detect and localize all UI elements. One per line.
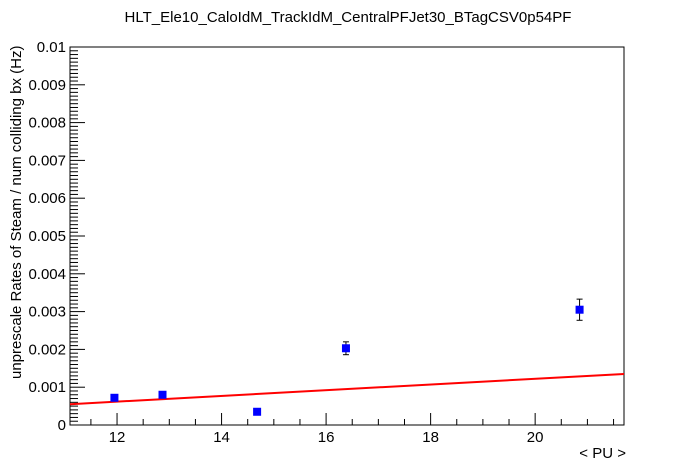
data-point [253, 407, 262, 416]
y-tick-label: 0.007 [28, 152, 66, 169]
plot-frame [69, 46, 625, 426]
data-points [110, 298, 584, 416]
y-tick-label: 0.003 [28, 304, 66, 321]
fit-line [69, 372, 625, 406]
x-axis-title: < PU > [579, 445, 626, 462]
y-tick-label: 0.005 [28, 228, 66, 245]
x-tick-label: 12 [109, 429, 126, 446]
y-axis-title: unprescale Rates of Steam / num collidin… [8, 46, 25, 379]
data-point [341, 344, 350, 353]
y-tick-label: 0.004 [28, 266, 66, 283]
fit-line-group [69, 372, 625, 406]
x-tick-label: 20 [527, 429, 544, 446]
axis-ticks: 0 0.001 0.002 0.003 0.004 0.005 0.006 0.007 0.00… [28, 39, 615, 446]
y-tick-label: 0.008 [28, 115, 66, 132]
y-tick-label: 0.009 [28, 77, 66, 94]
plot-border [69, 46, 625, 426]
y-tick-label: 0.002 [28, 341, 66, 358]
data-point [575, 305, 584, 314]
x-tick-label: 16 [318, 429, 335, 446]
data-point [110, 393, 119, 402]
x-tick-label: 14 [213, 429, 230, 446]
y-tick-label: 0.006 [28, 190, 66, 207]
x-tick-label: 18 [422, 429, 439, 446]
y-tick-label: 0.01 [37, 39, 66, 56]
data-point [158, 390, 167, 399]
chart-title: HLT_Ele10_CaloIdM_TrackIdM_CentralPFJet3… [125, 9, 572, 26]
y-tick-label: 0.001 [28, 379, 66, 396]
y-tick-label: 0 [58, 417, 66, 434]
